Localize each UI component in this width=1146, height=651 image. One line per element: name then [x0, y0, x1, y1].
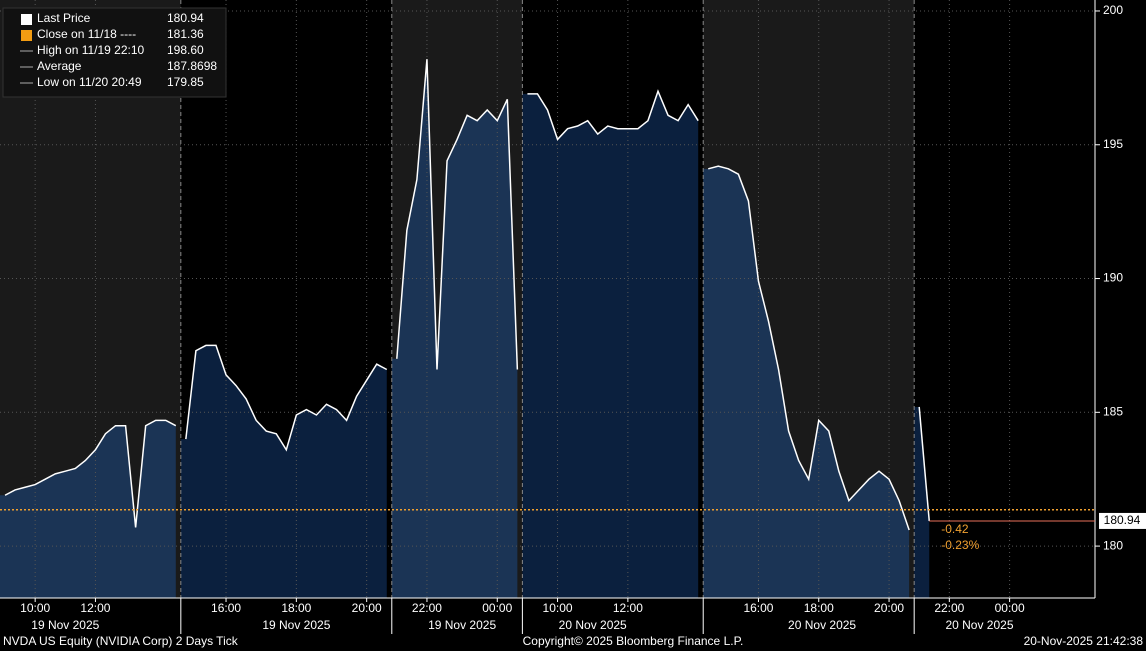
- legend-name: Last Price: [37, 11, 91, 25]
- price-area: [703, 166, 910, 598]
- y-tick-label: 200: [1103, 3, 1123, 17]
- x-tick-label: 12:00: [80, 601, 110, 615]
- footer-right: 20-Nov-2025 21:42:38: [1024, 634, 1144, 648]
- price-line: [527, 89, 699, 141]
- session-label: 19 Nov 2025: [262, 618, 330, 632]
- last-price-box: [1099, 512, 1146, 529]
- x-tick-label: 12:00: [613, 601, 643, 615]
- legend-value: 198.60: [167, 43, 204, 57]
- last-price-label: 180.94: [1104, 513, 1141, 527]
- x-tick-label: 22:00: [412, 601, 442, 615]
- y-tick-label: 180: [1103, 538, 1123, 552]
- session-label: 19 Nov 2025: [31, 618, 99, 632]
- x-tick-label: 18:00: [804, 601, 834, 615]
- x-tick-label: 00:00: [995, 601, 1025, 615]
- x-tick-label: 18:00: [281, 601, 311, 615]
- session-label: 20 Nov 2025: [945, 618, 1013, 632]
- legend-name: Close on 11/18 ----: [37, 27, 136, 41]
- y-tick-label: 185: [1103, 404, 1123, 418]
- price-area: [180, 345, 387, 598]
- change-annotation: -0.23%: [941, 538, 979, 552]
- legend-name: Low on 11/20 20:49: [37, 75, 142, 89]
- session-label: 19 Nov 2025: [428, 618, 496, 632]
- price-area: [0, 420, 176, 598]
- price-area: [914, 406, 930, 598]
- session-background: [914, 0, 1095, 598]
- price-line: [185, 344, 388, 452]
- legend-value: 180.94: [167, 11, 204, 25]
- x-tick-label: 22:00: [934, 601, 964, 615]
- legend-value: 187.8698: [167, 59, 217, 73]
- legend-value: 181.36: [167, 27, 204, 41]
- legend-value: 179.85: [167, 75, 204, 89]
- footer-left: NVDA US Equity (NVIDIA Corp) 2 Days Tick: [3, 634, 239, 648]
- session-label: 20 Nov 2025: [559, 618, 627, 632]
- y-tick-label: 190: [1103, 271, 1123, 285]
- x-tick-label: 16:00: [743, 601, 773, 615]
- legend-swatch: [21, 14, 32, 25]
- price-line: [396, 59, 519, 370]
- x-tick-label: 00:00: [482, 601, 512, 615]
- legend-name: Average: [37, 59, 82, 73]
- legend-swatch: [21, 30, 32, 41]
- legend-box: [2, 7, 227, 98]
- x-tick-label: 10:00: [543, 601, 573, 615]
- y-tick-label: 195: [1103, 137, 1123, 151]
- x-tick-label: 20:00: [874, 601, 904, 615]
- price-area: [522, 91, 699, 599]
- price-line: [918, 406, 930, 522]
- change-annotation: -0.42: [941, 522, 969, 536]
- x-tick-label: 16:00: [211, 601, 241, 615]
- session-label: 20 Nov 2025: [788, 618, 856, 632]
- price-line: [4, 419, 177, 528]
- x-tick-label: 20:00: [352, 601, 382, 615]
- price-area: [391, 59, 518, 598]
- x-tick-label: 10:00: [20, 601, 50, 615]
- legend-name: High on 11/19 22:10: [37, 43, 145, 57]
- footer-center: Copyright© 2025 Bloomberg Finance L.P.: [523, 634, 744, 648]
- price-line: [708, 165, 910, 531]
